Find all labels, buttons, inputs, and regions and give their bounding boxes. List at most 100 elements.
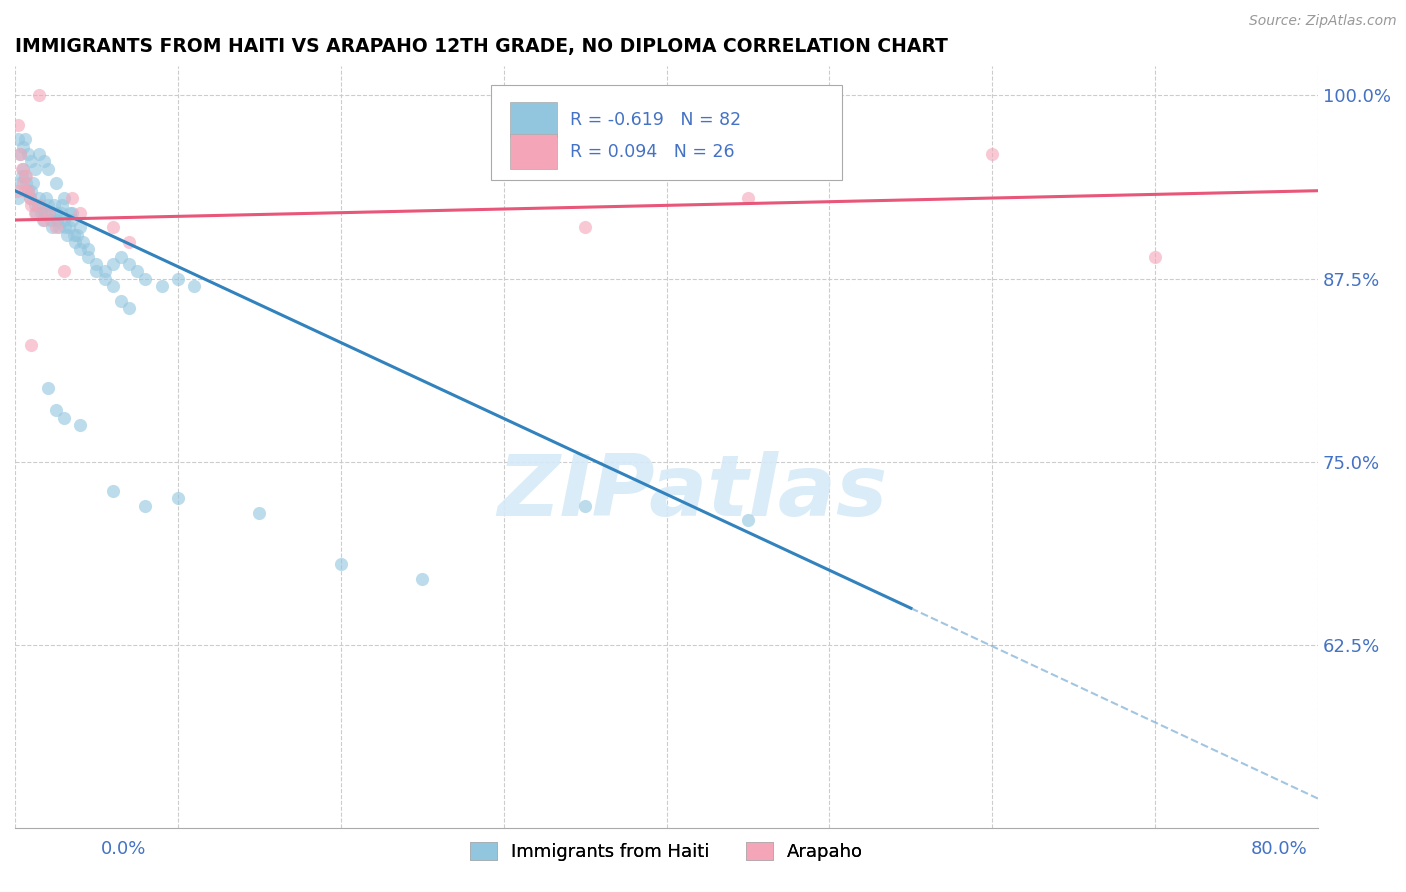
Point: [7, 118, 30, 132]
Point: [167, 271, 190, 285]
Point: [14, 184, 37, 198]
Point: [66, 227, 89, 242]
Point: [93, 264, 115, 278]
Point: [15, 169, 38, 183]
Point: [737, 191, 759, 205]
Point: [52, 213, 75, 227]
Point: [127, 264, 149, 278]
Point: [49, 205, 72, 219]
Point: [17, 184, 39, 198]
Point: [14, 169, 37, 183]
Point: [11, 177, 34, 191]
Point: [42, 198, 65, 212]
Point: [20, 154, 42, 169]
Legend: Immigrants from Haiti, Arapaho: Immigrants from Haiti, Arapaho: [463, 835, 870, 869]
Point: [25, 205, 48, 219]
Point: [69, 205, 91, 219]
Point: [69, 220, 91, 235]
Point: [20, 184, 42, 198]
Point: [150, 279, 173, 293]
Point: [24, 161, 46, 176]
Point: [62, 227, 84, 242]
Point: [52, 191, 75, 205]
FancyBboxPatch shape: [510, 102, 557, 137]
Point: [247, 506, 270, 520]
Point: [37, 198, 59, 212]
Point: [7, 132, 30, 146]
Point: [34, 154, 56, 169]
Point: [28, 147, 51, 161]
Point: [18, 191, 41, 205]
Text: Source: ZipAtlas.com: Source: ZipAtlas.com: [1249, 14, 1396, 29]
Point: [45, 205, 67, 219]
Point: [329, 558, 352, 572]
Point: [34, 205, 56, 219]
Point: [27, 198, 49, 212]
Point: [167, 491, 190, 506]
Point: [981, 147, 1004, 161]
Point: [118, 257, 141, 271]
Point: [48, 220, 70, 235]
Point: [411, 572, 433, 586]
Point: [183, 279, 205, 293]
FancyBboxPatch shape: [510, 134, 557, 169]
Point: [1144, 250, 1167, 264]
Point: [45, 220, 67, 235]
Point: [6, 184, 28, 198]
Point: [18, 191, 41, 205]
Point: [31, 213, 53, 227]
Point: [35, 191, 58, 205]
Point: [101, 483, 124, 498]
Point: [574, 499, 596, 513]
Point: [65, 235, 87, 249]
Point: [56, 227, 79, 242]
Point: [46, 213, 69, 227]
Point: [15, 177, 38, 191]
Point: [72, 235, 94, 249]
Point: [14, 132, 37, 146]
Point: [28, 198, 51, 212]
Point: [110, 250, 132, 264]
Point: [69, 418, 91, 433]
Text: ZIPatlas: ZIPatlas: [498, 451, 887, 534]
Point: [51, 198, 73, 212]
Text: R = 0.094   N = 26: R = 0.094 N = 26: [571, 143, 735, 161]
Point: [101, 220, 124, 235]
Point: [37, 382, 59, 396]
Point: [118, 301, 141, 315]
Point: [8, 147, 31, 161]
Point: [28, 88, 51, 103]
Point: [118, 235, 141, 249]
Point: [17, 147, 39, 161]
Point: [737, 513, 759, 527]
Point: [20, 337, 42, 351]
Text: 80.0%: 80.0%: [1251, 840, 1308, 858]
Point: [8, 177, 31, 191]
Point: [60, 205, 83, 219]
Point: [10, 169, 32, 183]
Point: [77, 242, 100, 256]
Point: [60, 191, 83, 205]
Point: [69, 242, 91, 256]
Point: [45, 177, 67, 191]
Point: [77, 250, 100, 264]
Point: [30, 205, 52, 219]
Point: [101, 279, 124, 293]
Point: [55, 220, 77, 235]
Point: [11, 161, 34, 176]
Point: [28, 191, 51, 205]
Point: [37, 205, 59, 219]
Point: [10, 161, 32, 176]
Point: [39, 213, 62, 227]
Text: 0.0%: 0.0%: [101, 840, 146, 858]
Point: [93, 271, 115, 285]
Point: [8, 147, 31, 161]
Text: IMMIGRANTS FROM HAITI VS ARAPAHO 12TH GRADE, NO DIPLOMA CORRELATION CHART: IMMIGRANTS FROM HAITI VS ARAPAHO 12TH GR…: [15, 37, 948, 56]
Point: [11, 140, 34, 154]
Point: [17, 184, 39, 198]
Point: [37, 161, 59, 176]
Point: [24, 198, 46, 212]
Point: [38, 205, 60, 219]
Point: [59, 205, 82, 219]
Point: [52, 410, 75, 425]
